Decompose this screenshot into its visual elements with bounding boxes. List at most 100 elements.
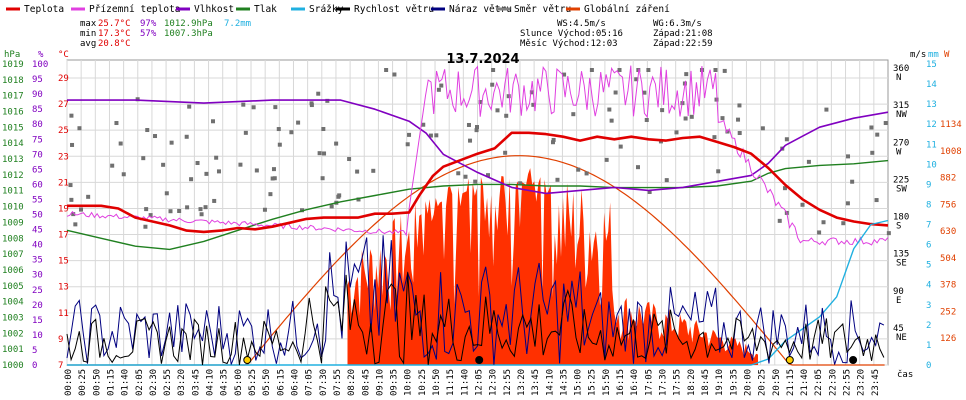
axis-degc-label: °C (58, 50, 69, 60)
tick-degc: 25 (58, 126, 69, 136)
wind-direction-dot (214, 155, 219, 160)
x-tick: 15:25 (588, 369, 598, 396)
wind-direction-dot (870, 150, 875, 155)
x-tick: 10:00 (404, 369, 414, 396)
chart-title: 13.7.2024 (446, 52, 519, 67)
info-sun: Slunce Východ:05:16 (520, 29, 623, 39)
tick-hpa: 1003 (2, 313, 24, 323)
tick-dir-name: N (896, 73, 901, 83)
wind-direction-dot (203, 205, 208, 210)
x-tick: 18:45 (701, 369, 711, 396)
x-tick: 04:35 (220, 369, 230, 396)
x-tick: 07:05 (305, 369, 315, 396)
wind-direction-dot (199, 212, 204, 217)
wind-direction-dot (635, 165, 640, 170)
wind-direction-dot (277, 142, 282, 147)
wind-direction-dot (473, 179, 478, 184)
tick-w: 1134 (940, 120, 962, 130)
wind-direction-dot (243, 130, 248, 135)
wind-direction-dot (143, 224, 148, 229)
moonset-marker (849, 356, 858, 364)
tick-dir-name: E (896, 296, 901, 306)
x-tick: 10:50 (432, 369, 442, 396)
x-tick: 19:35 (729, 369, 739, 396)
tick-mm: 3 (926, 301, 931, 311)
wind-direction-dot (110, 163, 115, 168)
wind-direction-dot (875, 132, 880, 137)
wind-direction-dot (782, 186, 787, 191)
tick-degc: 11 (58, 309, 69, 319)
wind-direction-dot (309, 101, 314, 106)
stat-max-label: max (80, 19, 97, 29)
wind-direction-dot (720, 116, 725, 121)
tick-hpa: 1001 (2, 345, 24, 355)
wind-direction-dot (69, 197, 74, 202)
tick-mm: 7 (926, 221, 931, 231)
wind-direction-dot (714, 97, 719, 102)
wind-direction-dot (817, 230, 822, 235)
wind-direction-dot (800, 202, 805, 207)
wind-direction-dot (737, 103, 742, 108)
stat-min-label: min (80, 29, 96, 39)
wind-direction-dot (647, 189, 652, 194)
tick-degc: 9 (58, 335, 63, 345)
x-tick: 04:10 (206, 369, 216, 396)
wind-direction-dot (273, 105, 278, 110)
wind-direction-dot (689, 114, 694, 119)
wind-direction-dot (198, 207, 203, 212)
info-moon-set: Západ:22:59 (653, 39, 713, 49)
wind-direction-dot (153, 134, 158, 139)
wind-direction-dot (883, 121, 888, 126)
axis-pct-label: % (38, 50, 44, 60)
tick-hpa: 1016 (2, 108, 24, 118)
legend-label: Přízemní teplota (89, 4, 181, 15)
tick-degc: 23 (58, 152, 69, 162)
wind-direction-dot (68, 183, 73, 188)
x-tick: 14:10 (545, 369, 555, 396)
x-tick: 01:40 (121, 369, 131, 396)
wind-direction-dot (529, 90, 534, 95)
wind-direction-dot (562, 72, 567, 77)
wind-direction-dot (195, 161, 200, 166)
wind-direction-dot (347, 157, 352, 162)
wind-direction-dot (317, 151, 322, 156)
wind-direction-dot (531, 102, 536, 107)
x-tick: 16:15 (616, 369, 626, 396)
x-tick: 15:50 (602, 369, 612, 396)
x-tick: 23:45 (871, 369, 881, 396)
wind-direction-dot (168, 209, 173, 214)
wind-direction-dot (184, 134, 189, 139)
wind-direction-dot (164, 191, 169, 196)
wind-direction-dot (713, 68, 718, 72)
x-tick: 03:45 (191, 369, 201, 396)
tick-hpa: 1017 (2, 92, 24, 102)
wind-direction-dot (636, 68, 641, 72)
wind-direction-dot (320, 176, 325, 181)
stat-rain: 7.2mm (224, 19, 251, 29)
x-tick: 20:00 (743, 369, 753, 396)
wind-direction-dot (466, 122, 471, 127)
wind-direction-dot (355, 169, 360, 174)
tick-hpa: 1010 (2, 203, 24, 213)
x-tick: 06:40 (290, 369, 300, 396)
wind-direction-dot (474, 128, 479, 133)
wind-direction-dot (478, 99, 483, 104)
wind-direction-dot (321, 127, 326, 132)
wind-direction-dot (617, 68, 622, 72)
x-tick: 00:25 (78, 369, 88, 396)
wind-direction-dot (86, 194, 91, 199)
x-tick: 08:20 (347, 369, 357, 396)
wind-direction-dot (421, 122, 426, 127)
tick-w: 378 (940, 281, 956, 291)
legend-label: Srážky (309, 4, 344, 15)
x-tick: 19:10 (715, 369, 725, 396)
wind-direction-dot (141, 156, 146, 161)
info-moon: Měsíc Východ:12:03 (520, 39, 618, 49)
wind-direction-dot (634, 77, 639, 82)
wind-direction-dot (777, 218, 782, 223)
wind-direction-dot (262, 207, 267, 212)
tick-dir: 180 (893, 213, 909, 223)
wind-direction-dot (69, 113, 74, 118)
moonrise-marker (475, 356, 484, 364)
